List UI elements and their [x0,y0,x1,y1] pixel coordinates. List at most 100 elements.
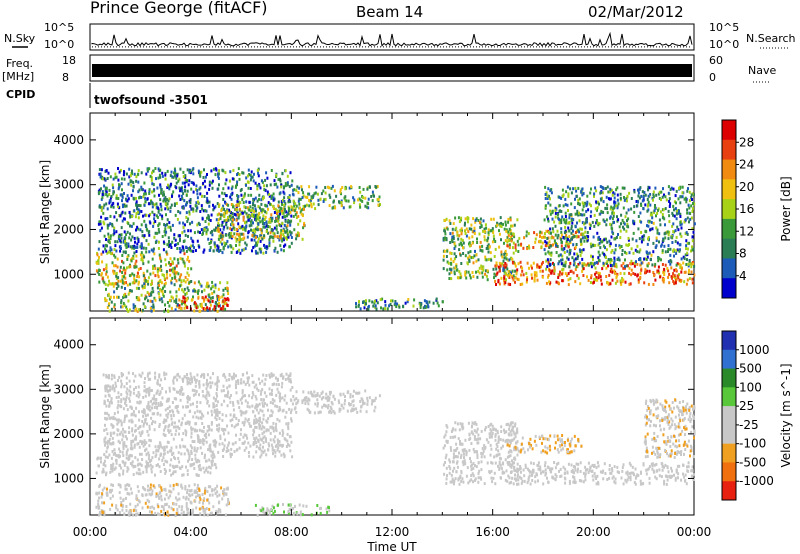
echo-cell [572,229,574,233]
echo-cell [157,240,160,244]
echo-cell [617,218,620,222]
echo-cell [613,264,616,268]
echo-cell [479,217,482,221]
echo-cell [444,219,447,222]
echo-cell [221,497,224,501]
echo-cell [543,218,546,222]
echo-cell [389,303,392,306]
echo-cell [187,217,190,221]
echo-cell [259,227,262,231]
echo-cell [511,257,514,261]
echo-cell [169,429,172,433]
echo-cell [563,220,566,224]
echo-cell [148,250,151,254]
echo-cell [371,300,374,304]
echo-cell [141,244,143,248]
echo-cell [128,308,131,312]
echo-cell [119,483,122,487]
echo-cell [637,278,640,282]
echo-cell [510,239,513,243]
echo-cell [126,466,129,470]
echo-cell [468,273,471,277]
echo-cell [502,264,505,268]
echo-cell [663,267,666,271]
echo-cell [139,400,142,404]
echo-cell [120,421,123,425]
echo-cell [217,379,220,383]
echo-cell [660,244,663,248]
echo-cell [116,295,118,299]
echo-cell [168,185,171,189]
echo-cell [468,242,470,246]
echo-cell [511,276,514,280]
echo-cell [461,243,463,247]
echo-cell [584,226,587,230]
echo-cell [189,246,192,250]
echo-cell [139,204,142,208]
echo-cell [652,193,655,196]
echo-cell [301,196,304,200]
echo-cell [498,261,501,265]
echo-cell [601,251,604,255]
echo-cell [115,458,118,462]
echo-cell [692,230,695,234]
echo-cell [144,189,147,193]
echo-cell [244,247,247,251]
echo-cell [242,411,245,415]
echo-cell [201,305,204,309]
echo-cell [183,181,186,185]
echo-cell [652,198,654,202]
echo-cell [178,247,181,250]
echo-cell [477,258,480,262]
echo-cell [242,380,245,384]
echo-cell [302,226,305,230]
echo-cell [673,200,676,204]
echo-cell [388,304,391,308]
echo-cell [536,263,539,267]
echo-cell [203,227,206,231]
echo-cell [217,224,219,227]
echo-cell [175,279,178,283]
echo-cell [209,248,212,252]
echo-cell [549,189,552,193]
echo-cell [258,402,261,406]
echo-cell [496,221,499,225]
echo-cell [140,171,143,175]
echo-cell [359,198,362,202]
echo-cell [281,381,284,385]
echo-cell [146,498,149,502]
echo-cell [240,237,243,241]
echo-cell [556,213,559,217]
echo-cell [216,394,218,398]
echo-cell [179,189,182,193]
echo-cell [482,268,485,272]
echo-cell [200,302,203,306]
echo-cell [133,387,135,391]
echo-cell [176,303,179,307]
echo-cell [285,372,288,376]
echo-cell [114,176,117,180]
echo-cell [454,216,457,220]
echo-cell [119,214,122,218]
echo-cell [583,222,586,226]
echo-cell [231,220,234,224]
echo-cell [180,194,183,198]
echo-cell [181,486,184,490]
echo-cell [185,211,188,215]
echo-cell [172,381,175,385]
echo-cell [369,185,371,189]
echo-cell [195,506,198,510]
echo-cell [617,202,620,206]
echo-cell [553,263,555,267]
echo-cell [597,271,600,275]
echo-cell [160,494,163,498]
echo-cell [647,237,649,241]
echo-cell [605,223,608,227]
echo-cell [264,215,267,219]
echo-cell [672,204,675,208]
echo-cell [567,221,570,225]
echo-cell [609,187,612,191]
echo-cell [225,218,228,222]
echo-cell [503,227,506,231]
echo-cell [256,243,259,247]
